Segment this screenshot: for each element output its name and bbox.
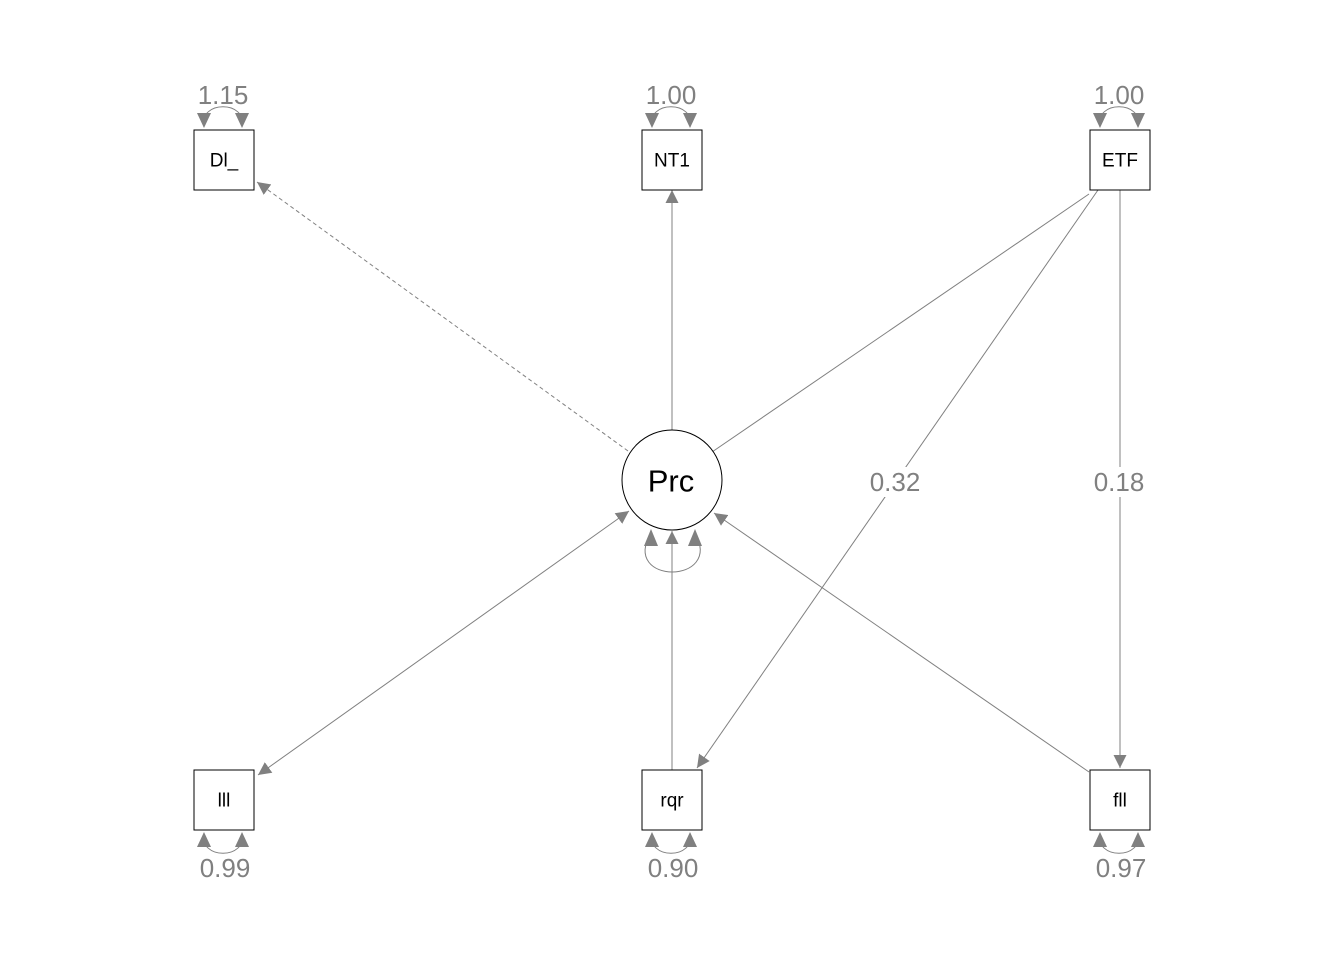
latent-variance-loop bbox=[644, 532, 701, 573]
svg-text:lll: lll bbox=[218, 791, 231, 812]
node-fll[interactable]: fll bbox=[1089, 769, 1151, 831]
node-prc[interactable]: Prc bbox=[621, 429, 723, 531]
edge-fll-to-prc bbox=[713, 512, 1090, 773]
residual-label-rqr: 0.90 bbox=[648, 853, 699, 883]
svg-text:Prc: Prc bbox=[648, 464, 695, 499]
node-lll[interactable]: lll bbox=[193, 769, 255, 831]
edge-lll-to-prc bbox=[257, 510, 630, 776]
latent-variance-arrow-right bbox=[688, 529, 702, 546]
edge-label-etf-rqr: 0.32 bbox=[866, 467, 924, 497]
svg-text:ETF: ETF bbox=[1102, 151, 1138, 172]
svg-text:Dl_: Dl_ bbox=[210, 151, 239, 172]
node-etf[interactable]: ETF bbox=[1089, 129, 1151, 191]
edges-layer: 0.32 0.18 bbox=[256, 181, 1148, 776]
edge-label-etf-fll: 0.18 bbox=[1090, 467, 1148, 497]
svg-text:fll: fll bbox=[1113, 791, 1127, 812]
svg-text:rqr: rqr bbox=[660, 791, 684, 812]
residual-label-nt1: 1.00 bbox=[646, 80, 697, 110]
residual-etf bbox=[1093, 106, 1145, 128]
edge-prc-to-dl bbox=[256, 181, 629, 452]
residual-dl bbox=[197, 106, 249, 128]
residual-lll bbox=[197, 832, 249, 854]
residual-rqr bbox=[645, 832, 697, 854]
latent-variance-arrow-left bbox=[644, 529, 658, 546]
residual-label-dl: 1.15 bbox=[198, 80, 249, 110]
residual-fll bbox=[1093, 832, 1145, 854]
residual-nt1 bbox=[645, 106, 697, 128]
svg-text:NT1: NT1 bbox=[654, 151, 690, 172]
svg-text:0.32: 0.32 bbox=[870, 467, 921, 497]
residual-label-fll: 0.97 bbox=[1096, 853, 1147, 883]
node-rqr[interactable]: rqr bbox=[641, 769, 703, 831]
svg-text:0.18: 0.18 bbox=[1094, 467, 1145, 497]
residual-label-lll: 0.99 bbox=[200, 853, 251, 883]
edge-etf-to-prc bbox=[711, 193, 1090, 453]
residual-label-etf: 1.00 bbox=[1094, 80, 1145, 110]
node-dl[interactable]: Dl_ bbox=[193, 129, 255, 191]
node-nt1[interactable]: NT1 bbox=[641, 129, 703, 191]
